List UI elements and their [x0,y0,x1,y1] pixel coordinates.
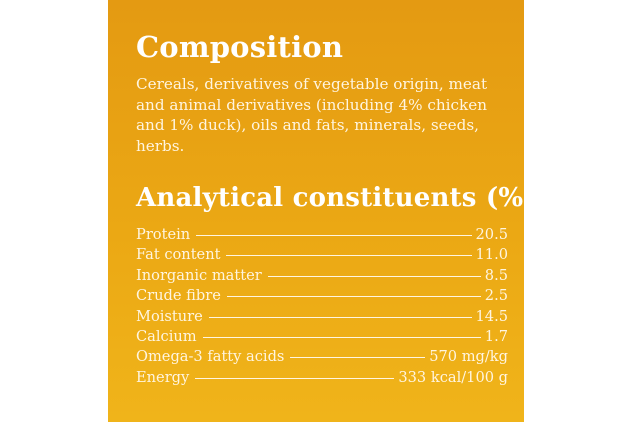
analytical-title: Analytical constituents (%) [136,183,536,213]
row-energy: Energy 333 kcal/100 g [136,369,508,389]
row-inorganic-matter: Inorganic matter 8.5 [136,267,508,287]
leader-line [226,296,481,298]
row-calcium: Calcium 1.7 [136,328,508,348]
row-label: Energy [136,368,190,386]
row-label: Fat content [136,246,221,264]
row-fat-content: Fat content 11.0 [136,246,508,266]
composition-panel: Composition Cereals, derivatives of vege… [108,0,536,422]
row-value: 20.5 [475,226,509,243]
composition-title: Composition [136,30,344,64]
row-label: Moisture [136,307,203,325]
row-moisture: Moisture 14.5 [136,308,508,328]
row-value: 8.5 [484,266,508,284]
row-label: Omega-3 fatty acids [136,348,285,366]
row-omega-3: Omega-3 fatty acids 570 mg/kg [136,348,508,368]
row-label: Inorganic matter [136,266,262,284]
row-value: 333 kcal/100 g [398,368,508,386]
row-value: 570 mg/kg [429,348,508,366]
leader-line [202,336,481,338]
analytical-table: Protein 20.5 Fat content 11.0 Inorganic … [136,226,508,389]
leader-line [208,316,472,318]
row-label: Calcium [136,327,197,345]
row-label: Crude fibre [136,287,221,305]
composition-text: Cereals, derivatives of vegetable origin… [136,75,488,155]
row-crude-fibre: Crude fibre 2.5 [136,287,508,307]
row-label: Protein [136,226,191,243]
row-value: 2.5 [484,287,508,305]
leader-line [290,357,426,359]
row-protein: Protein 20.5 [136,226,508,246]
row-value: 11.0 [475,246,509,264]
row-value: 14.5 [475,307,509,325]
row-value: 1.7 [484,327,508,345]
leader-line [195,377,395,379]
leader-line [226,255,472,257]
leader-line [267,275,481,277]
leader-line [196,235,472,236]
